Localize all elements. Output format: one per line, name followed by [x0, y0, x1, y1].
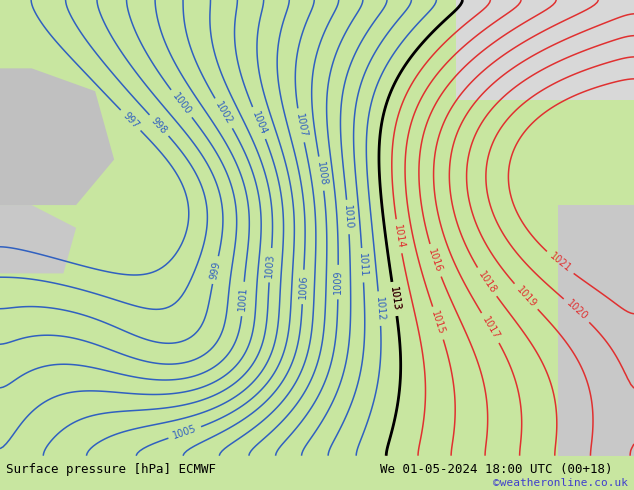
Text: ©weatheronline.co.uk: ©weatheronline.co.uk [493, 478, 628, 488]
Text: 1015: 1015 [429, 310, 446, 336]
Text: 1001: 1001 [237, 287, 249, 312]
Text: 1003: 1003 [264, 253, 276, 278]
Text: 1020: 1020 [564, 298, 589, 322]
Polygon shape [558, 205, 634, 456]
Text: 1018: 1018 [476, 269, 498, 295]
Text: Surface pressure [hPa] ECMWF: Surface pressure [hPa] ECMWF [6, 463, 216, 476]
Text: 1014: 1014 [392, 223, 406, 249]
Polygon shape [456, 0, 634, 100]
Polygon shape [0, 69, 114, 205]
Text: We 01-05-2024 18:00 UTC (00+18): We 01-05-2024 18:00 UTC (00+18) [380, 463, 613, 476]
Text: 1010: 1010 [342, 204, 354, 230]
Text: 1005: 1005 [172, 424, 198, 441]
Text: 1009: 1009 [333, 270, 343, 294]
Text: 1021: 1021 [547, 251, 573, 274]
Text: 1006: 1006 [297, 274, 309, 299]
Text: 997: 997 [120, 110, 141, 130]
Text: 1016: 1016 [427, 247, 444, 273]
Text: 1011: 1011 [357, 253, 368, 278]
Text: 1019: 1019 [514, 284, 538, 309]
Text: 998: 998 [149, 115, 169, 136]
Text: 999: 999 [209, 260, 223, 280]
Text: 1008: 1008 [314, 161, 328, 186]
Text: 1000: 1000 [170, 91, 193, 117]
Polygon shape [0, 205, 76, 273]
Text: 1007: 1007 [294, 112, 308, 138]
Text: 1013: 1013 [388, 286, 401, 312]
Text: 1004: 1004 [250, 110, 268, 136]
Text: 1002: 1002 [213, 100, 235, 126]
Text: 1013: 1013 [388, 286, 401, 312]
Text: 1012: 1012 [373, 296, 385, 321]
Text: 1017: 1017 [480, 315, 501, 341]
